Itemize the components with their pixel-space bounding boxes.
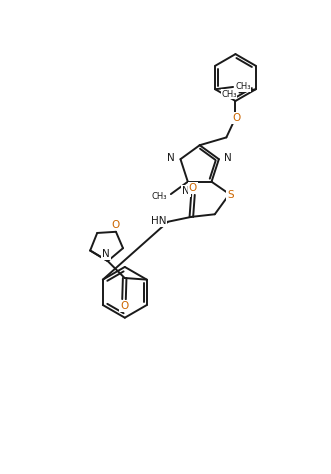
Text: O: O	[232, 113, 241, 123]
Text: O: O	[120, 301, 128, 311]
Text: CH₃: CH₃	[152, 192, 167, 201]
Text: N: N	[102, 249, 110, 259]
Text: HN: HN	[151, 216, 166, 226]
Text: CH₃: CH₃	[221, 90, 237, 99]
Text: N: N	[167, 153, 175, 163]
Text: O: O	[189, 183, 197, 193]
Text: N: N	[182, 186, 190, 196]
Text: N: N	[224, 153, 232, 163]
Text: O: O	[111, 219, 119, 229]
Text: CH₃: CH₃	[235, 82, 251, 91]
Text: S: S	[227, 190, 234, 200]
